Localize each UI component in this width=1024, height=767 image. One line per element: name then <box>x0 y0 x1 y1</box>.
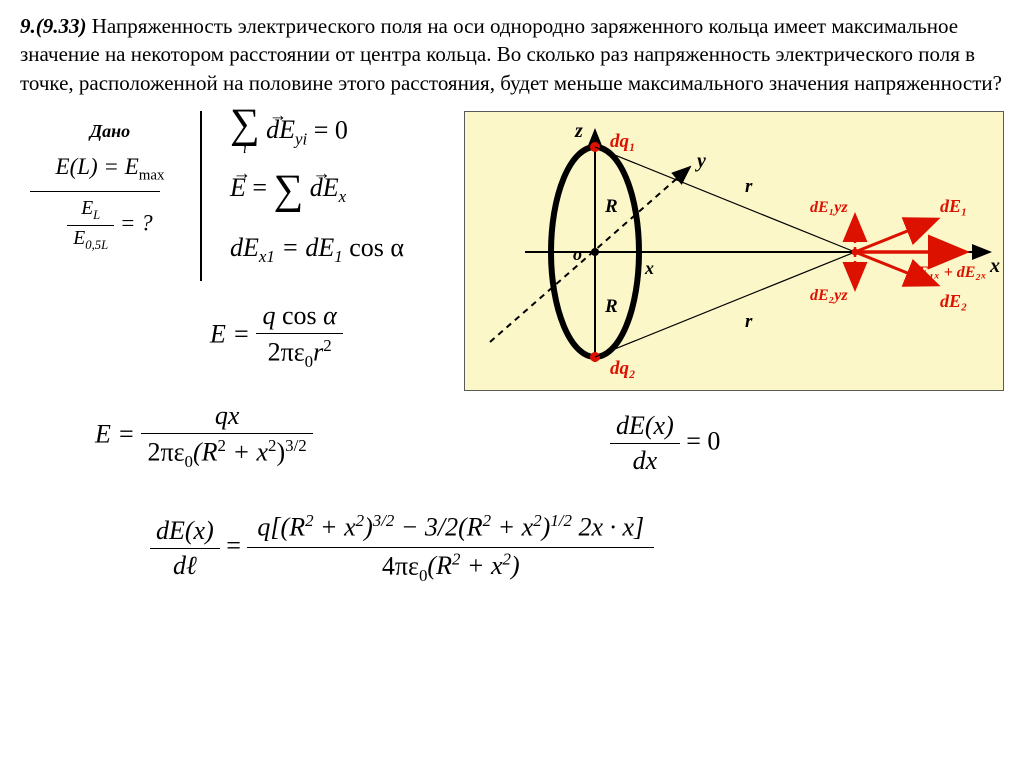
problem-body: Напряженность электрического поля на оси… <box>20 14 1002 95</box>
content-area: Дано E(L) = Emax EL E0,5L = ? ∑ i dEyi =… <box>20 111 1004 691</box>
equation-sum-dEy: ∑ i dEyi = 0 <box>230 107 348 158</box>
x-axis-label: x <box>989 255 1000 277</box>
field-point <box>852 249 859 256</box>
equation-E-sum: E = ∑ dEx <box>230 173 346 207</box>
problem-statement: 9.(9.33) Напряженность электрического по… <box>20 12 1004 97</box>
z-axis-label: z <box>574 120 583 142</box>
radius-label-top: R <box>604 196 618 217</box>
ring-field-diagram: y z x o R R x dq₁ dq₂ r <box>464 111 1004 391</box>
center-point <box>591 248 599 256</box>
dq1-label: dq₁ <box>610 131 636 152</box>
r-label-bottom: r <box>745 311 753 332</box>
given-line-1: E(L) = Emax <box>30 154 190 185</box>
dq2-label: dq₂ <box>610 358 636 379</box>
r-label-top: r <box>745 176 753 197</box>
radius-label-bottom: R <box>604 296 618 317</box>
equation-derivative-zero: dE(x) dx = 0 <box>610 411 720 476</box>
diagram-svg: y z x o R R x dq₁ dq₂ r <box>465 112 1005 392</box>
equation-E-cos: E = q cos α 2πε0r2 <box>210 301 343 372</box>
dEx-sum-label: dE₁ₓ + dE₂ₓ <box>910 264 987 281</box>
dE1yz-label: dE₁yz <box>810 199 848 216</box>
equation-dEx1: dEx1 = dE1 cos α <box>230 233 404 267</box>
problem-number: 9.(9.33) <box>20 14 87 38</box>
given-label: Дано <box>30 121 190 142</box>
dE2-label: dE₂ <box>940 291 967 311</box>
given-divider <box>30 191 160 192</box>
y-axis-label: y <box>695 150 706 172</box>
origin-label: o <box>573 244 582 264</box>
equation-derivative-expanded: dE(x) dℓ = q[(R2 + x2)3/2 − 3/2(R2 + x2)… <box>150 511 654 586</box>
dE2yz-label: dE₂yz <box>810 287 848 304</box>
given-block: Дано E(L) = Emax EL E0,5L = ? <box>30 121 190 252</box>
given-question: EL E0,5L = ? <box>30 198 190 253</box>
dE1-label: dE₁ <box>940 196 967 216</box>
y-axis <box>490 167 690 342</box>
given-separator <box>200 111 202 281</box>
equation-E-main: E = qx 2πε0(R2 + x2)3/2 <box>95 401 313 472</box>
x-distance-label: x <box>644 258 654 278</box>
vector-dE1 <box>855 220 935 252</box>
